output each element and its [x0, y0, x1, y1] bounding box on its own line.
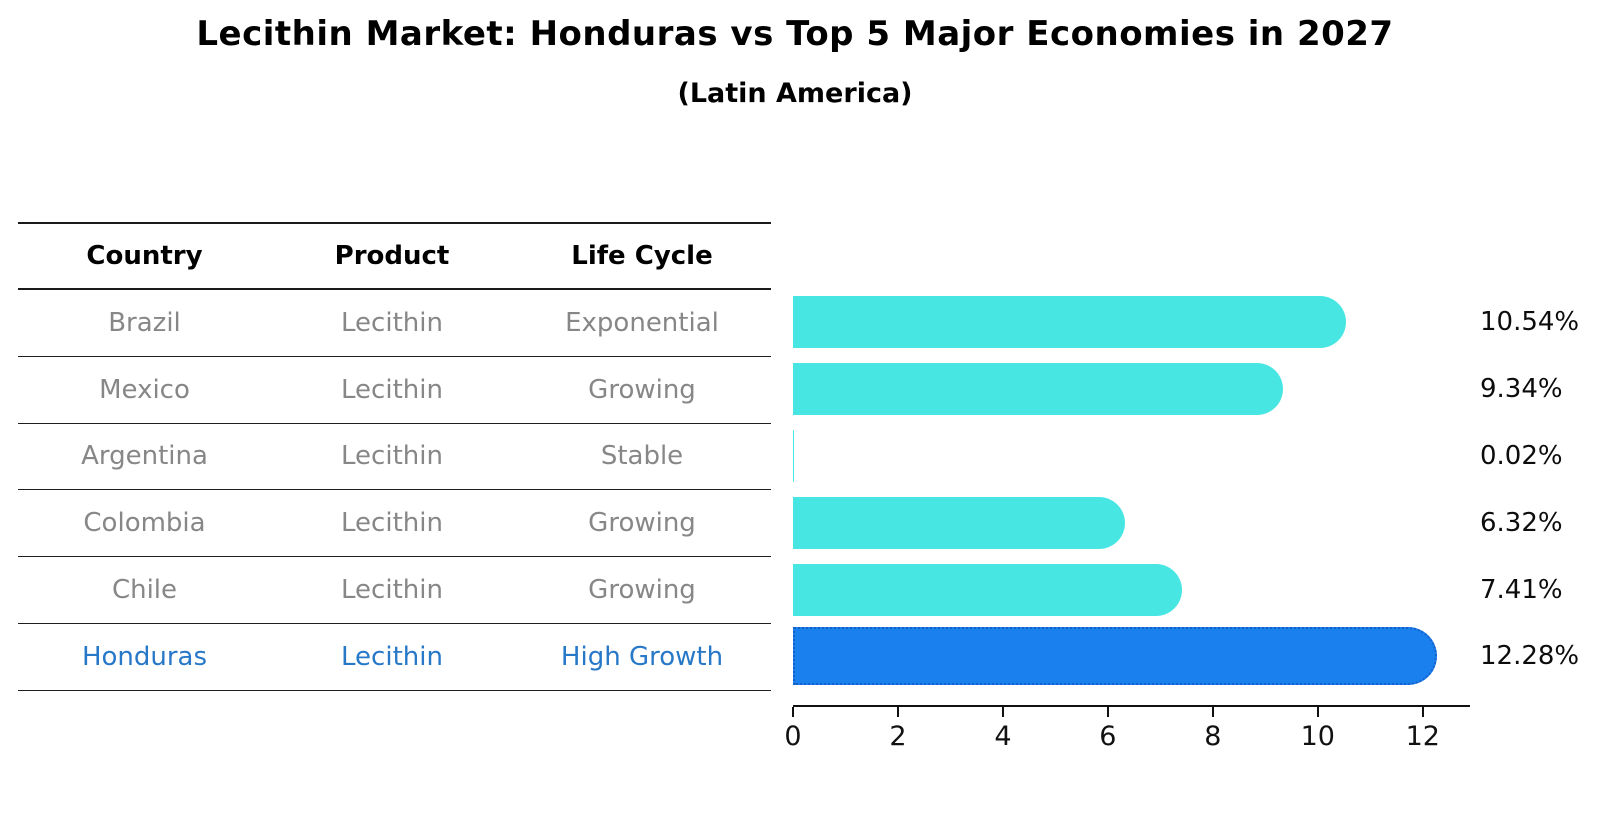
- x-tick-label: 10: [1300, 721, 1335, 752]
- x-tick-label: 12: [1405, 721, 1440, 752]
- life-cycle-cell: Growing: [588, 374, 696, 405]
- tick-mark: [791, 707, 795, 717]
- x-tick-label: 6: [1099, 721, 1117, 752]
- life-cycle-cell: Growing: [588, 508, 696, 539]
- bar-argentina: [793, 429, 795, 482]
- value-label-column: 10.54% 9.34% 0.02% 6.32% 7.41% 12.28%: [1480, 289, 1604, 690]
- product-cell: Lecithin: [341, 575, 443, 606]
- chart-title: Lecithin Market: Honduras vs Top 5 Major…: [196, 14, 1394, 54]
- bar-brazil: [793, 296, 1347, 349]
- value-label-brazil: 10.54%: [1480, 307, 1580, 338]
- value-label-honduras: 12.28%: [1480, 641, 1580, 672]
- bar-row: [793, 556, 1470, 623]
- tick-mark: [1421, 707, 1425, 717]
- table-row: Chile Lecithin Growing: [18, 557, 771, 624]
- column-header-country: Country: [86, 241, 203, 271]
- country-cell: Mexico: [99, 374, 190, 405]
- tick-mark: [1001, 707, 1005, 717]
- table-row: Argentina Lecithin Stable: [18, 424, 771, 491]
- country-cell: Argentina: [81, 441, 208, 472]
- life-cycle-cell: High Growth: [560, 641, 724, 672]
- product-cell: Lecithin: [341, 441, 443, 472]
- tick-mark: [1316, 707, 1320, 717]
- table-header-row: Country Product Life Cycle: [18, 224, 771, 290]
- x-tick-label: 0: [784, 721, 802, 752]
- life-cycle-cell: Growing: [588, 575, 696, 606]
- value-label-mexico: 9.34%: [1480, 374, 1563, 405]
- x-tick-label: 4: [994, 721, 1012, 752]
- bar-row: [793, 623, 1470, 690]
- bar-colombia: [793, 496, 1125, 549]
- country-cell: Honduras: [81, 641, 208, 672]
- bar-mexico: [793, 363, 1284, 416]
- x-tick-label: 8: [1204, 721, 1222, 752]
- product-cell: Lecithin: [341, 374, 443, 405]
- table-row-honduras: Honduras Lecithin High Growth: [18, 624, 771, 691]
- table-row: Colombia Lecithin Growing: [18, 490, 771, 558]
- country-cell: Brazil: [108, 307, 181, 338]
- bar-row: [793, 289, 1470, 356]
- column-header-product: Product: [334, 241, 450, 271]
- country-cell: Colombia: [83, 508, 206, 539]
- bar-row: [793, 423, 1470, 490]
- column-header-life-cycle: Life Cycle: [571, 241, 713, 271]
- tick-mark: [896, 707, 900, 717]
- bar-chile: [793, 563, 1182, 616]
- life-cycle-cell: Exponential: [565, 307, 719, 338]
- x-tick-label: 2: [889, 721, 907, 752]
- tick-mark: [1211, 707, 1215, 717]
- chart-subtitle: (Latin America): [677, 78, 913, 109]
- value-label-argentina: 0.02%: [1480, 440, 1563, 471]
- bar-chart-plot-area: [793, 289, 1470, 707]
- country-table: Country Product Life Cycle Brazil Lecith…: [18, 222, 771, 691]
- product-cell: Lecithin: [341, 508, 443, 539]
- tick-mark: [1106, 707, 1110, 717]
- table-row: Brazil Lecithin Exponential: [18, 290, 771, 357]
- country-cell: Chile: [111, 575, 178, 606]
- x-axis: 0 2 4 6 8 10 12: [784, 707, 1470, 763]
- life-cycle-cell: Stable: [600, 441, 684, 472]
- value-label-chile: 7.41%: [1480, 574, 1563, 605]
- bar-row: [793, 356, 1470, 423]
- table-row: Mexico Lecithin Growing: [18, 357, 771, 424]
- product-cell: Lecithin: [341, 641, 443, 672]
- value-label-colombia: 6.32%: [1480, 507, 1563, 538]
- bar-row: [793, 489, 1470, 556]
- product-cell: Lecithin: [341, 307, 443, 338]
- bar-honduras: [793, 627, 1438, 686]
